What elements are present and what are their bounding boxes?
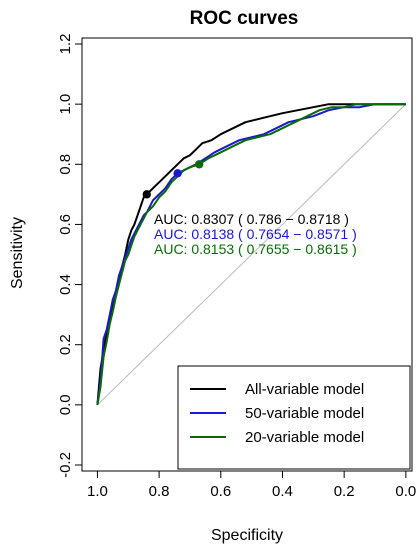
y-tick-label: 1.2 — [57, 34, 74, 55]
y-axis-label: Sensitivity — [9, 217, 26, 289]
reference-diagonal-line — [97, 103, 407, 406]
auc-annotation-2: AUC: 0.8138 ( 0.7654 − 0.8571 ) — [154, 226, 357, 242]
y-tick-label: 0.8 — [57, 154, 74, 175]
x-tick-label: 0.8 — [149, 483, 170, 500]
y-tick-label: 0.0 — [57, 394, 74, 415]
legend-box — [177, 365, 411, 470]
roc-series-line-3 — [96, 103, 406, 405]
y-tick-label: 0.4 — [57, 274, 74, 295]
y-tick-label: 0.2 — [57, 334, 74, 355]
chart-title: ROC curves — [190, 8, 299, 29]
y-tick-label: -0.2 — [57, 452, 74, 478]
x-tick-label: 0.0 — [395, 483, 416, 500]
plot-frame — [81, 37, 413, 472]
x-tick-label: 0.2 — [334, 483, 355, 500]
auc-annotation-1: AUC: 0.8307 ( 0.786 − 0.8718 ) — [154, 211, 349, 227]
x-tick-label: 1.0 — [87, 483, 108, 500]
threshold-point-2 — [173, 169, 182, 178]
y-tick-label: 0.6 — [57, 214, 74, 235]
roc-series-line-2 — [96, 103, 406, 405]
threshold-point-1 — [142, 190, 151, 199]
auc-annotation-3: AUC: 0.8153 ( 0.7655 − 0.8615 ) — [154, 241, 357, 257]
y-tick-label: 1.0 — [57, 94, 74, 115]
threshold-point-3 — [194, 160, 204, 169]
legend-label-2: 50-variable model — [245, 405, 364, 422]
legend-label-3: 20-variable model — [245, 429, 364, 446]
x-tick-label: 0.4 — [272, 483, 293, 500]
x-tick-label: 0.6 — [210, 483, 231, 500]
x-axis-label: Specificity — [211, 527, 283, 544]
legend-label-1: All-variable model — [245, 381, 364, 398]
legend: All-variable model 50-variable model 20-va… — [177, 365, 411, 470]
